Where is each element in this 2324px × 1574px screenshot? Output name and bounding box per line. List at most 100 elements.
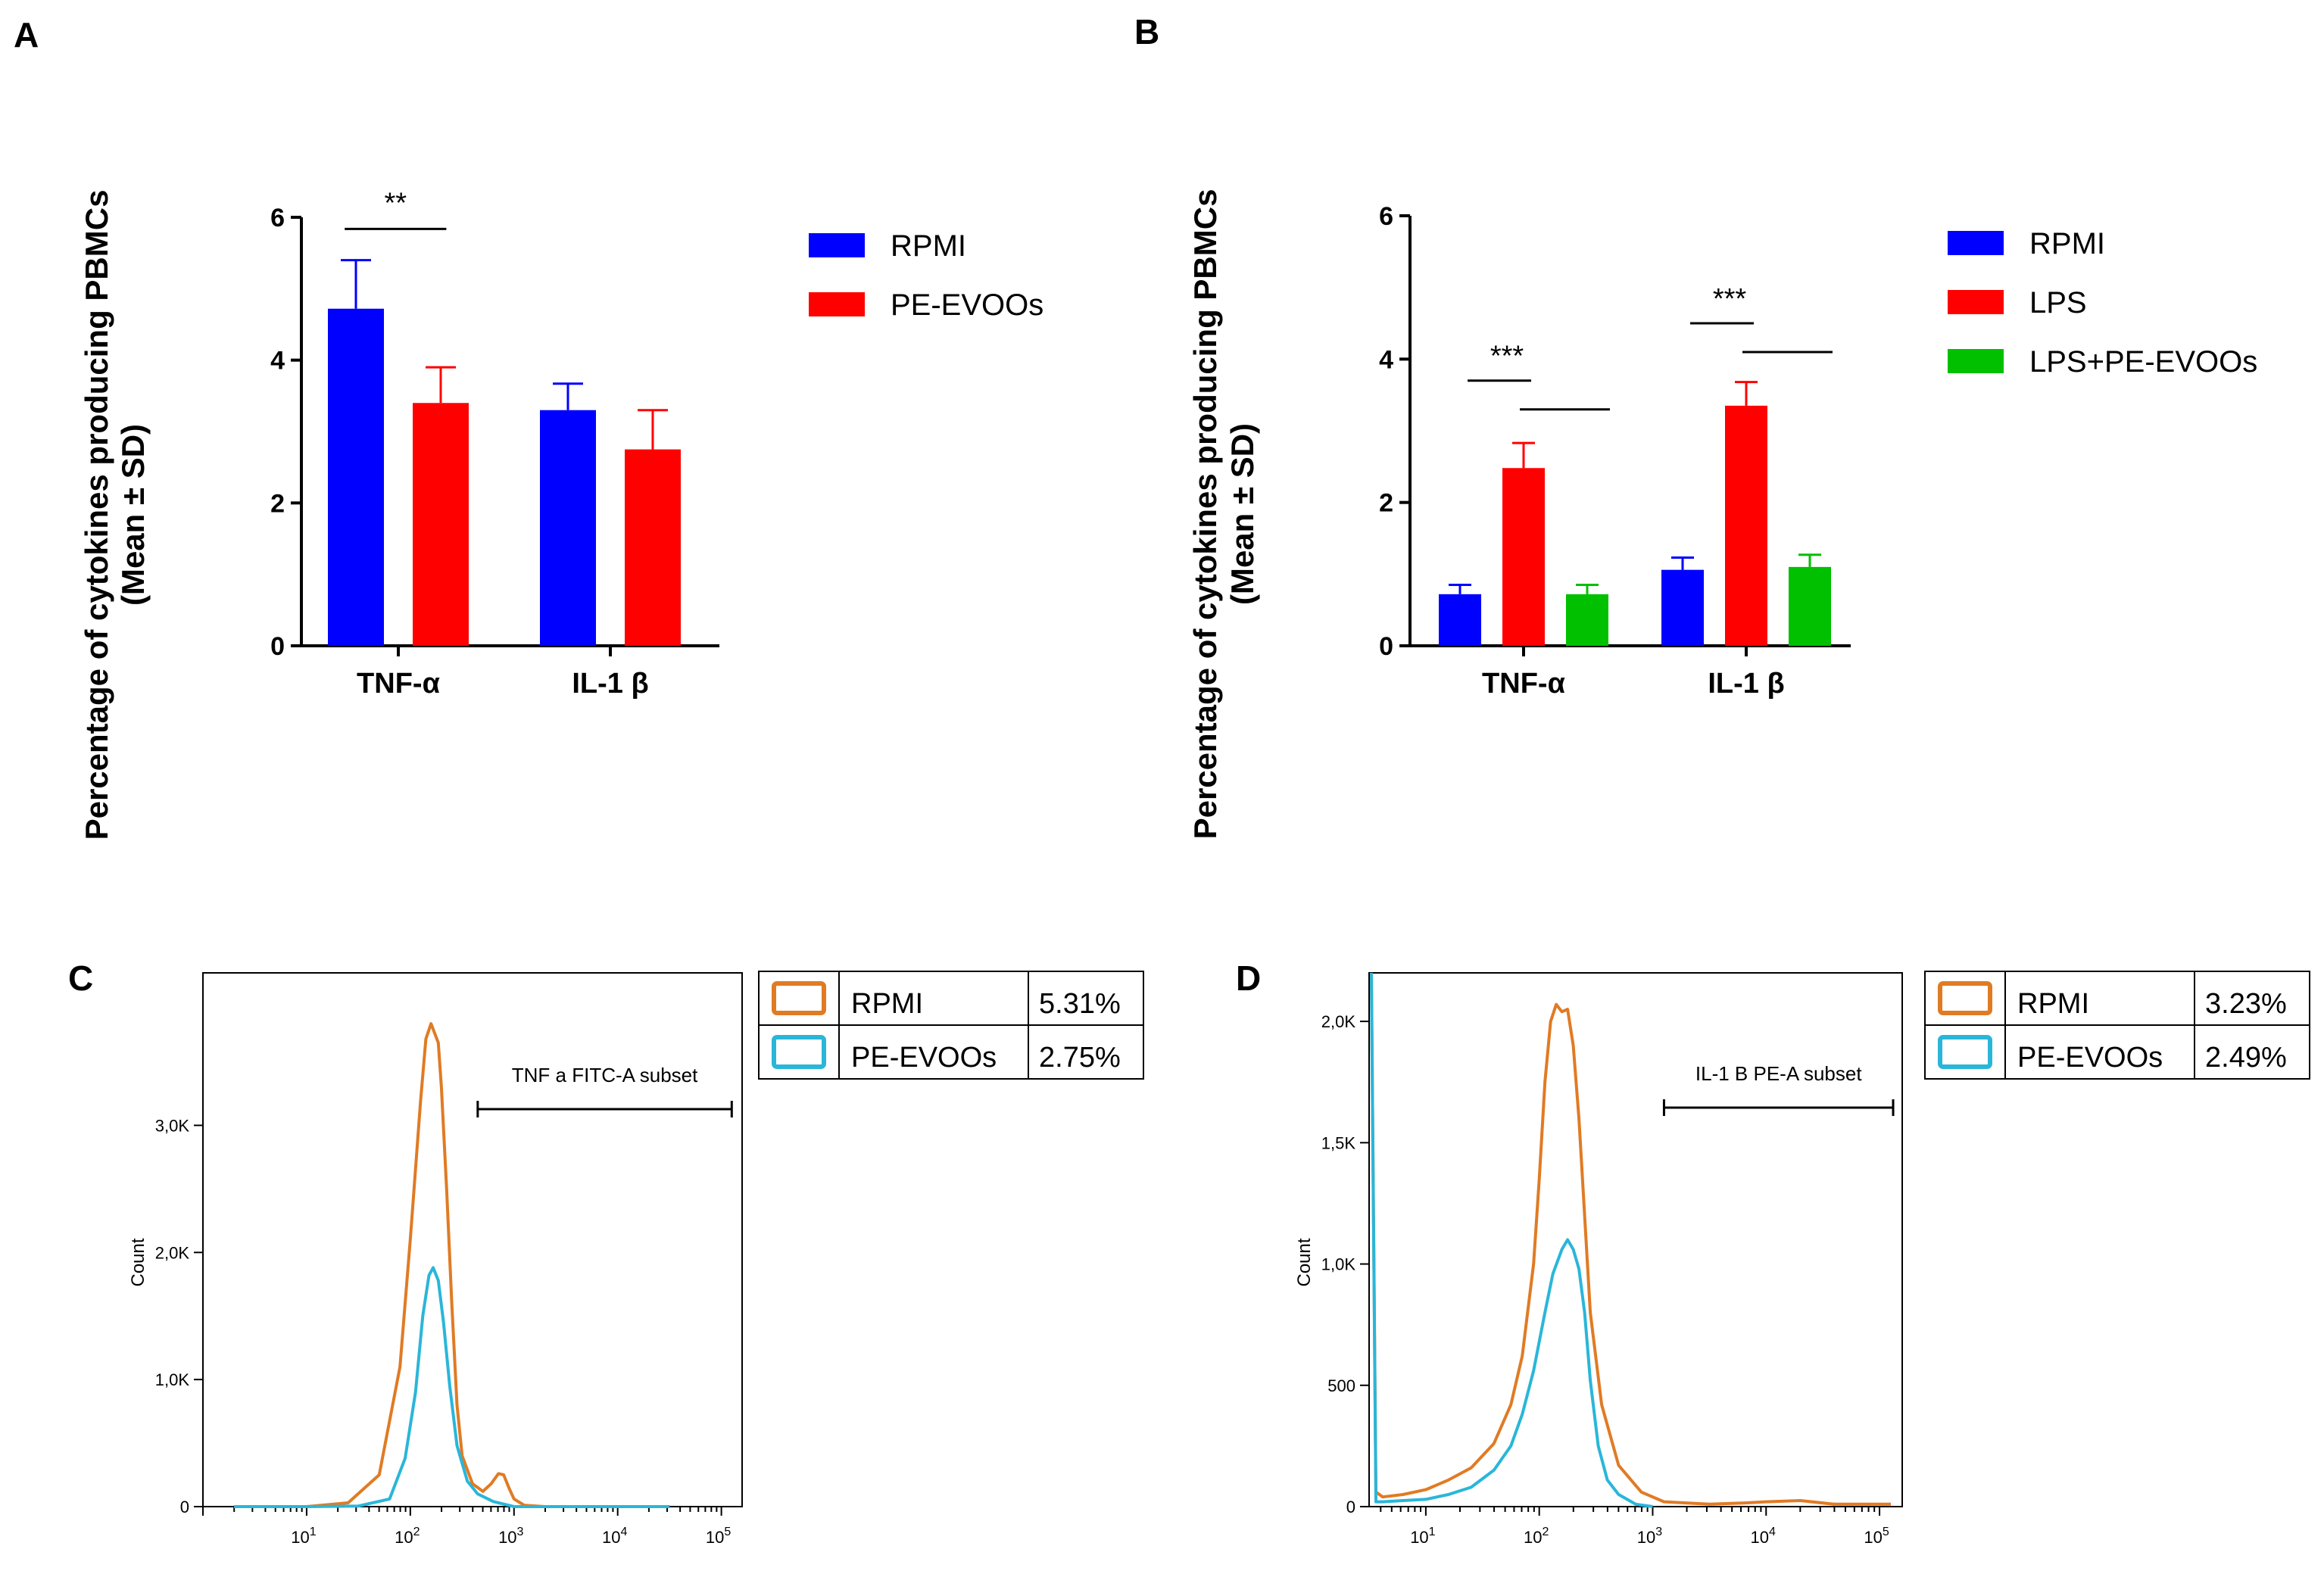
x-tick-exponent: 1	[310, 1526, 317, 1538]
histogram-curve-rpmi	[1370, 972, 1891, 1506]
y-tick-label: 0	[1346, 1498, 1355, 1516]
histogram-curve-pe-evoos	[1370, 972, 1653, 1508]
y-tick-label: 0	[1379, 632, 1393, 661]
bar-pe-evoos	[413, 403, 469, 646]
panel-letter-a: A	[14, 15, 39, 55]
x-category-label: TNF-α	[357, 668, 440, 700]
x-tick-exponent: 2	[413, 1526, 420, 1538]
x-tick-label: 101	[291, 1526, 316, 1547]
x-tick-exponent: 3	[1655, 1526, 1662, 1538]
y-axis-title-line1: Percentage of cytokines producing PBMCs	[1187, 189, 1223, 840]
x-tick-label: 105	[1864, 1526, 1889, 1547]
x-tick-base: 10	[1410, 1528, 1428, 1547]
y-axis-title-line1: Percentage of cytokines producing PBMCs	[79, 190, 114, 840]
y-tick-label: 2,0K	[155, 1243, 190, 1262]
panel-letter-d: D	[1236, 958, 1261, 998]
x-tick-exponent: 3	[517, 1526, 524, 1538]
bar-chart-b: 0 2 4 6 Percentage of cytokines producing PB…	[1187, 189, 2257, 840]
legend-label: RPMI	[2029, 227, 2105, 260]
legend-swatch	[1948, 231, 2004, 255]
x-tick-base: 10	[395, 1528, 413, 1547]
legend-swatch-box	[1938, 981, 1992, 1015]
plot-frame	[1368, 972, 1903, 1507]
bar-rpmi	[1661, 569, 1704, 646]
x-tick-base: 10	[602, 1528, 620, 1547]
x-tick-label: 105	[706, 1526, 731, 1547]
histogram-curve-rpmi	[234, 1022, 670, 1508]
legend-swatch	[1948, 290, 2004, 314]
x-category-label: TNF-α	[1482, 668, 1565, 700]
legend-sample-name: RPMI	[851, 988, 923, 1020]
bar-lps-pe-evoos	[1566, 594, 1608, 646]
y-tick-label: 1,0K	[155, 1370, 190, 1389]
x-tick-exponent: 1	[1429, 1526, 1436, 1538]
y-tick-label: 1,0K	[1321, 1255, 1356, 1274]
bar-rpmi	[540, 410, 596, 646]
y-axis-label: Count	[1294, 1238, 1315, 1286]
x-tick-exponent: 5	[724, 1526, 731, 1538]
x-tick-label: 104	[1751, 1526, 1776, 1547]
x-tick-label: 103	[1637, 1526, 1662, 1547]
x-tick-base: 10	[706, 1528, 724, 1547]
legend-swatch-box	[772, 1035, 826, 1069]
panel-letter-b: B	[1134, 12, 1159, 51]
legend-percentage: 5.31%	[1039, 988, 1121, 1020]
x-category-label: IL-1 β	[1708, 668, 1784, 700]
legend-swatch-box	[1938, 1035, 1992, 1069]
x-tick-exponent: 4	[1769, 1526, 1776, 1538]
significance-stars: **	[385, 187, 407, 219]
bar-pe-evoos	[625, 449, 681, 646]
x-tick-exponent: 5	[1883, 1526, 1889, 1538]
bar-lps-pe-evoos	[1789, 566, 1831, 646]
x-tick-base: 10	[1637, 1528, 1655, 1547]
y-tick-label: 6	[270, 204, 285, 232]
bar-chart-a: 0 2 4 6 Percentage of cytokines producing PB…	[79, 187, 1043, 840]
x-tick-exponent: 2	[1542, 1526, 1549, 1538]
legend-percentage: 3.23%	[2205, 988, 2287, 1020]
legend-swatch	[1948, 349, 2004, 373]
x-tick-base: 10	[1864, 1528, 1882, 1547]
y-tick-label: 2	[1379, 489, 1393, 518]
legend-percentage: 2.75%	[1039, 1042, 1121, 1074]
y-tick-label: 6	[1379, 202, 1393, 231]
legend-sample-name: RPMI	[2017, 988, 2089, 1020]
x-tick-label: 102	[395, 1526, 420, 1547]
bar-rpmi	[328, 308, 384, 646]
x-tick-label: 103	[498, 1526, 523, 1547]
legend-label: PE-EVOOs	[891, 288, 1043, 322]
y-tick-label: 500	[1327, 1376, 1355, 1395]
plot-frame	[202, 972, 743, 1507]
legend-sample-name: PE-EVOOs	[2017, 1042, 2163, 1074]
bar-lps	[1725, 405, 1767, 646]
x-tick-base: 10	[498, 1528, 516, 1547]
x-tick-label: 102	[1524, 1526, 1549, 1547]
y-tick-label: 0	[180, 1498, 189, 1516]
y-tick-label: 3,0K	[155, 1116, 190, 1135]
gate-label: TNF a FITC-A subset	[512, 1064, 698, 1086]
legend-label: RPMI	[891, 229, 966, 263]
panel-letter-c: C	[68, 958, 93, 998]
y-tick-label: 2	[270, 489, 285, 518]
legend-sample-name: PE-EVOOs	[851, 1042, 997, 1074]
x-tick-base: 10	[1751, 1528, 1769, 1547]
legend-swatch-box	[772, 981, 826, 1015]
y-tick-label: 0	[270, 632, 285, 661]
legend-label: LPS+PE-EVOOs	[2029, 345, 2257, 379]
y-tick-label: 1,5K	[1321, 1133, 1356, 1152]
significance-stars: ***	[1490, 341, 1524, 372]
x-tick-label: 104	[602, 1526, 627, 1547]
legend-swatch	[809, 292, 865, 316]
bar-rpmi	[1439, 594, 1481, 646]
x-tick-base: 10	[291, 1528, 309, 1547]
gate-label: IL-1 B PE-A subset	[1695, 1062, 1862, 1085]
legend-percentage: 2.49%	[2205, 1042, 2287, 1074]
x-tick-exponent: 4	[620, 1526, 627, 1538]
x-tick-label: 101	[1410, 1526, 1435, 1547]
legend-swatch	[809, 233, 865, 257]
significance-stars: ***	[1713, 283, 1747, 315]
y-axis-label: Count	[128, 1238, 148, 1286]
x-category-label: IL-1 β	[572, 668, 648, 700]
legend-label: LPS	[2029, 286, 2087, 319]
